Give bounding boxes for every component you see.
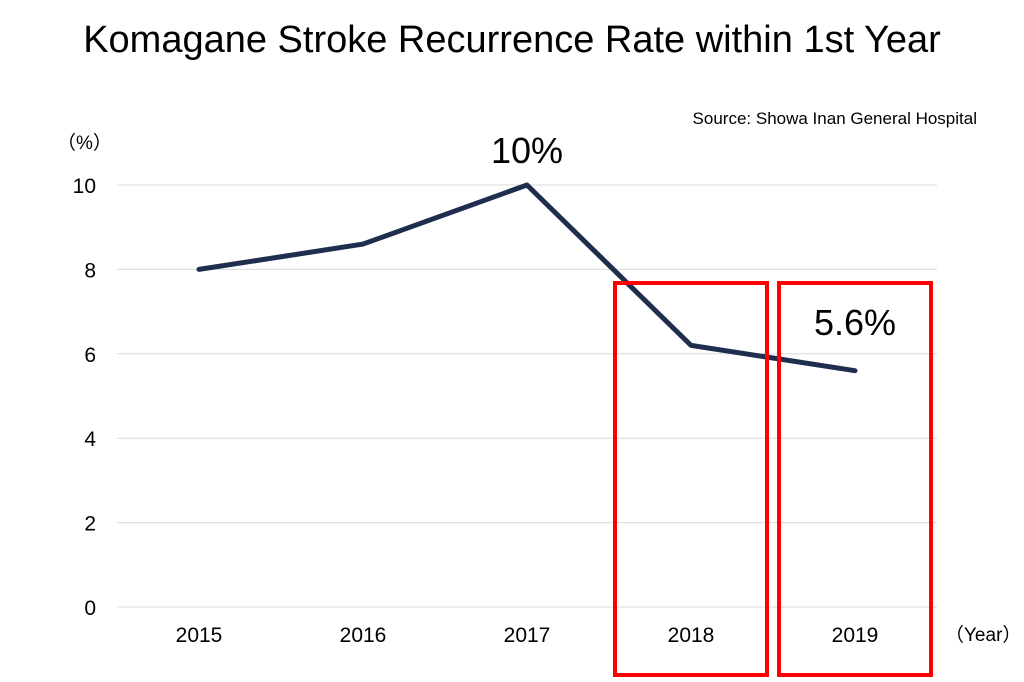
x-tick-labels: 2015 2016 2017 2018 2019 bbox=[176, 624, 879, 647]
x-tick-label: 2015 bbox=[176, 624, 223, 647]
x-axis-unit-label: （Year） bbox=[945, 624, 1021, 646]
gridlines bbox=[117, 184, 937, 608]
y-tick-label: 8 bbox=[84, 259, 96, 282]
series-lines bbox=[196, 182, 858, 374]
y-tick-labels: 0 2 4 6 8 10 bbox=[73, 175, 97, 620]
y-tick-label: 10 bbox=[73, 175, 96, 198]
source-note: Source: Showa Inan General Hospital bbox=[693, 109, 977, 128]
data-label: 10% bbox=[491, 130, 563, 171]
highlight-box bbox=[777, 281, 933, 677]
x-tick-label: 2017 bbox=[504, 624, 551, 647]
x-tick-label: 2016 bbox=[340, 624, 387, 647]
data-annotations: 10% 5.6% bbox=[491, 130, 896, 343]
chart-title: Komagane Stroke Recurrence Rate within 1… bbox=[83, 19, 941, 61]
x-tick-label: 2018 bbox=[668, 624, 715, 647]
x-tick-label: 2019 bbox=[832, 624, 879, 647]
series-line bbox=[196, 182, 858, 374]
y-tick-label: 6 bbox=[84, 344, 96, 367]
y-axis-unit-label: （%） bbox=[57, 132, 112, 154]
data-label: 5.6% bbox=[814, 302, 896, 343]
y-tick-label: 4 bbox=[84, 428, 96, 451]
y-tick-label: 0 bbox=[84, 597, 96, 620]
highlight-boxes bbox=[613, 281, 933, 677]
highlight-box bbox=[613, 281, 769, 677]
y-tick-label: 2 bbox=[84, 513, 96, 536]
